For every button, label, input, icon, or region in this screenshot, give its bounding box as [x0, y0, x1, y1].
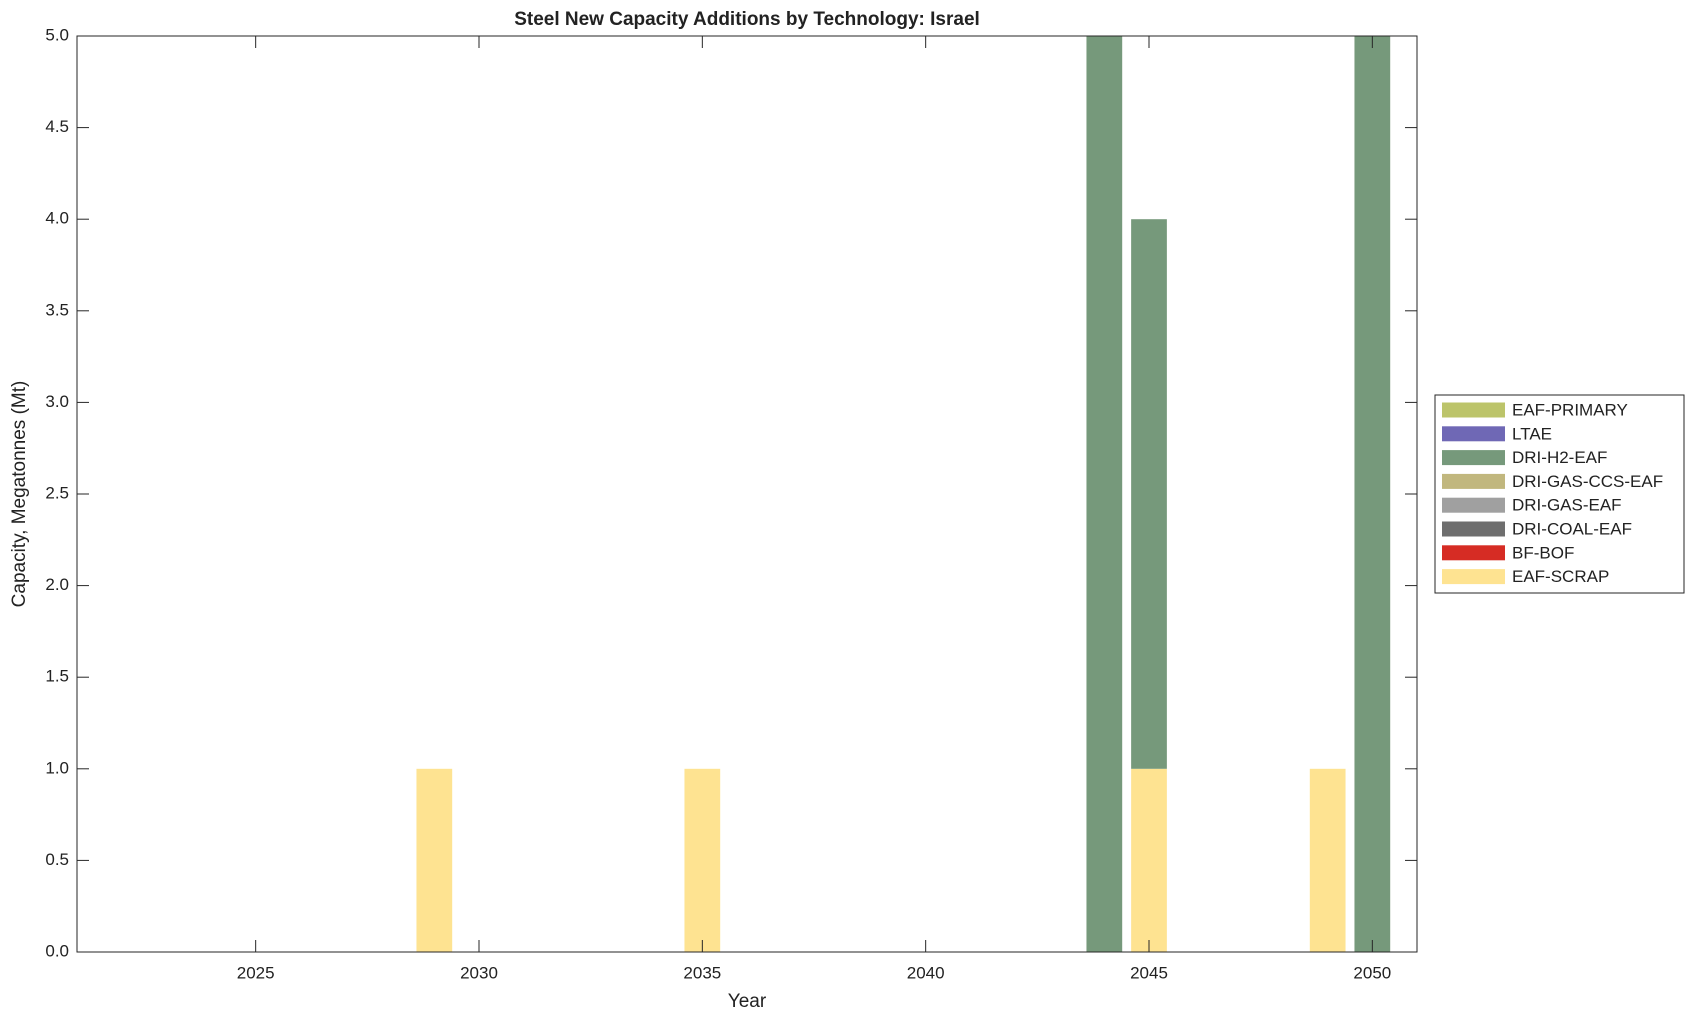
y-tick-label: 3.5 [45, 300, 69, 319]
y-tick-label: 3.0 [45, 392, 69, 411]
legend-label: EAF-SCRAP [1512, 567, 1609, 586]
legend-label: DRI-COAL-EAF [1512, 519, 1632, 538]
legend-swatch [1442, 521, 1505, 537]
legend-swatch [1442, 473, 1505, 489]
legend-swatch [1442, 426, 1505, 442]
x-tick-label: 2035 [683, 963, 721, 982]
bar-segment [1086, 36, 1123, 952]
x-tick-label: 2025 [237, 963, 275, 982]
y-tick-label: 0.0 [45, 941, 69, 960]
bar-segment [1309, 768, 1346, 952]
legend-swatch [1442, 545, 1505, 561]
x-tick-label: 2040 [907, 963, 945, 982]
x-tick-label: 2030 [460, 963, 498, 982]
y-tick-label: 1.0 [45, 758, 69, 777]
y-tick-label: 4.0 [45, 209, 69, 228]
y-tick-label: 2.0 [45, 575, 69, 594]
bar-segment [684, 768, 721, 952]
legend-label: BF-BOF [1512, 543, 1574, 562]
legend-label: DRI-H2-EAF [1512, 448, 1607, 467]
legend-box [1434, 394, 1685, 594]
y-tick-label: 0.5 [45, 850, 69, 869]
x-tick-label: 2050 [1353, 963, 1391, 982]
chart-title: Steel New Capacity Additions by Technolo… [514, 9, 980, 30]
x-axis-label: Year [728, 991, 767, 1012]
legend-swatch [1442, 497, 1505, 513]
y-axis-label: Capacity, Megatonnes (Mt) [9, 381, 30, 608]
legend-label: DRI-GAS-EAF [1512, 496, 1622, 515]
bar-segment [416, 768, 453, 952]
legend-swatch [1442, 450, 1505, 466]
y-tick-label: 2.5 [45, 483, 69, 502]
legend-label: EAF-PRIMARY [1512, 400, 1628, 419]
bars [416, 36, 1391, 952]
legend-label: DRI-GAS-CCS-EAF [1512, 472, 1663, 491]
legend-swatch [1442, 402, 1505, 418]
y-tick-label: 1.5 [45, 667, 69, 686]
legend-label: LTAE [1512, 424, 1552, 443]
bar-segment [1131, 219, 1167, 769]
y-tick-label: 5.0 [45, 25, 69, 44]
bar-segment [1131, 768, 1167, 952]
y-tick-label: 4.5 [45, 117, 69, 136]
bar-segment [1354, 36, 1391, 952]
x-tick-label: 2045 [1130, 963, 1168, 982]
legend-swatch [1442, 569, 1505, 585]
